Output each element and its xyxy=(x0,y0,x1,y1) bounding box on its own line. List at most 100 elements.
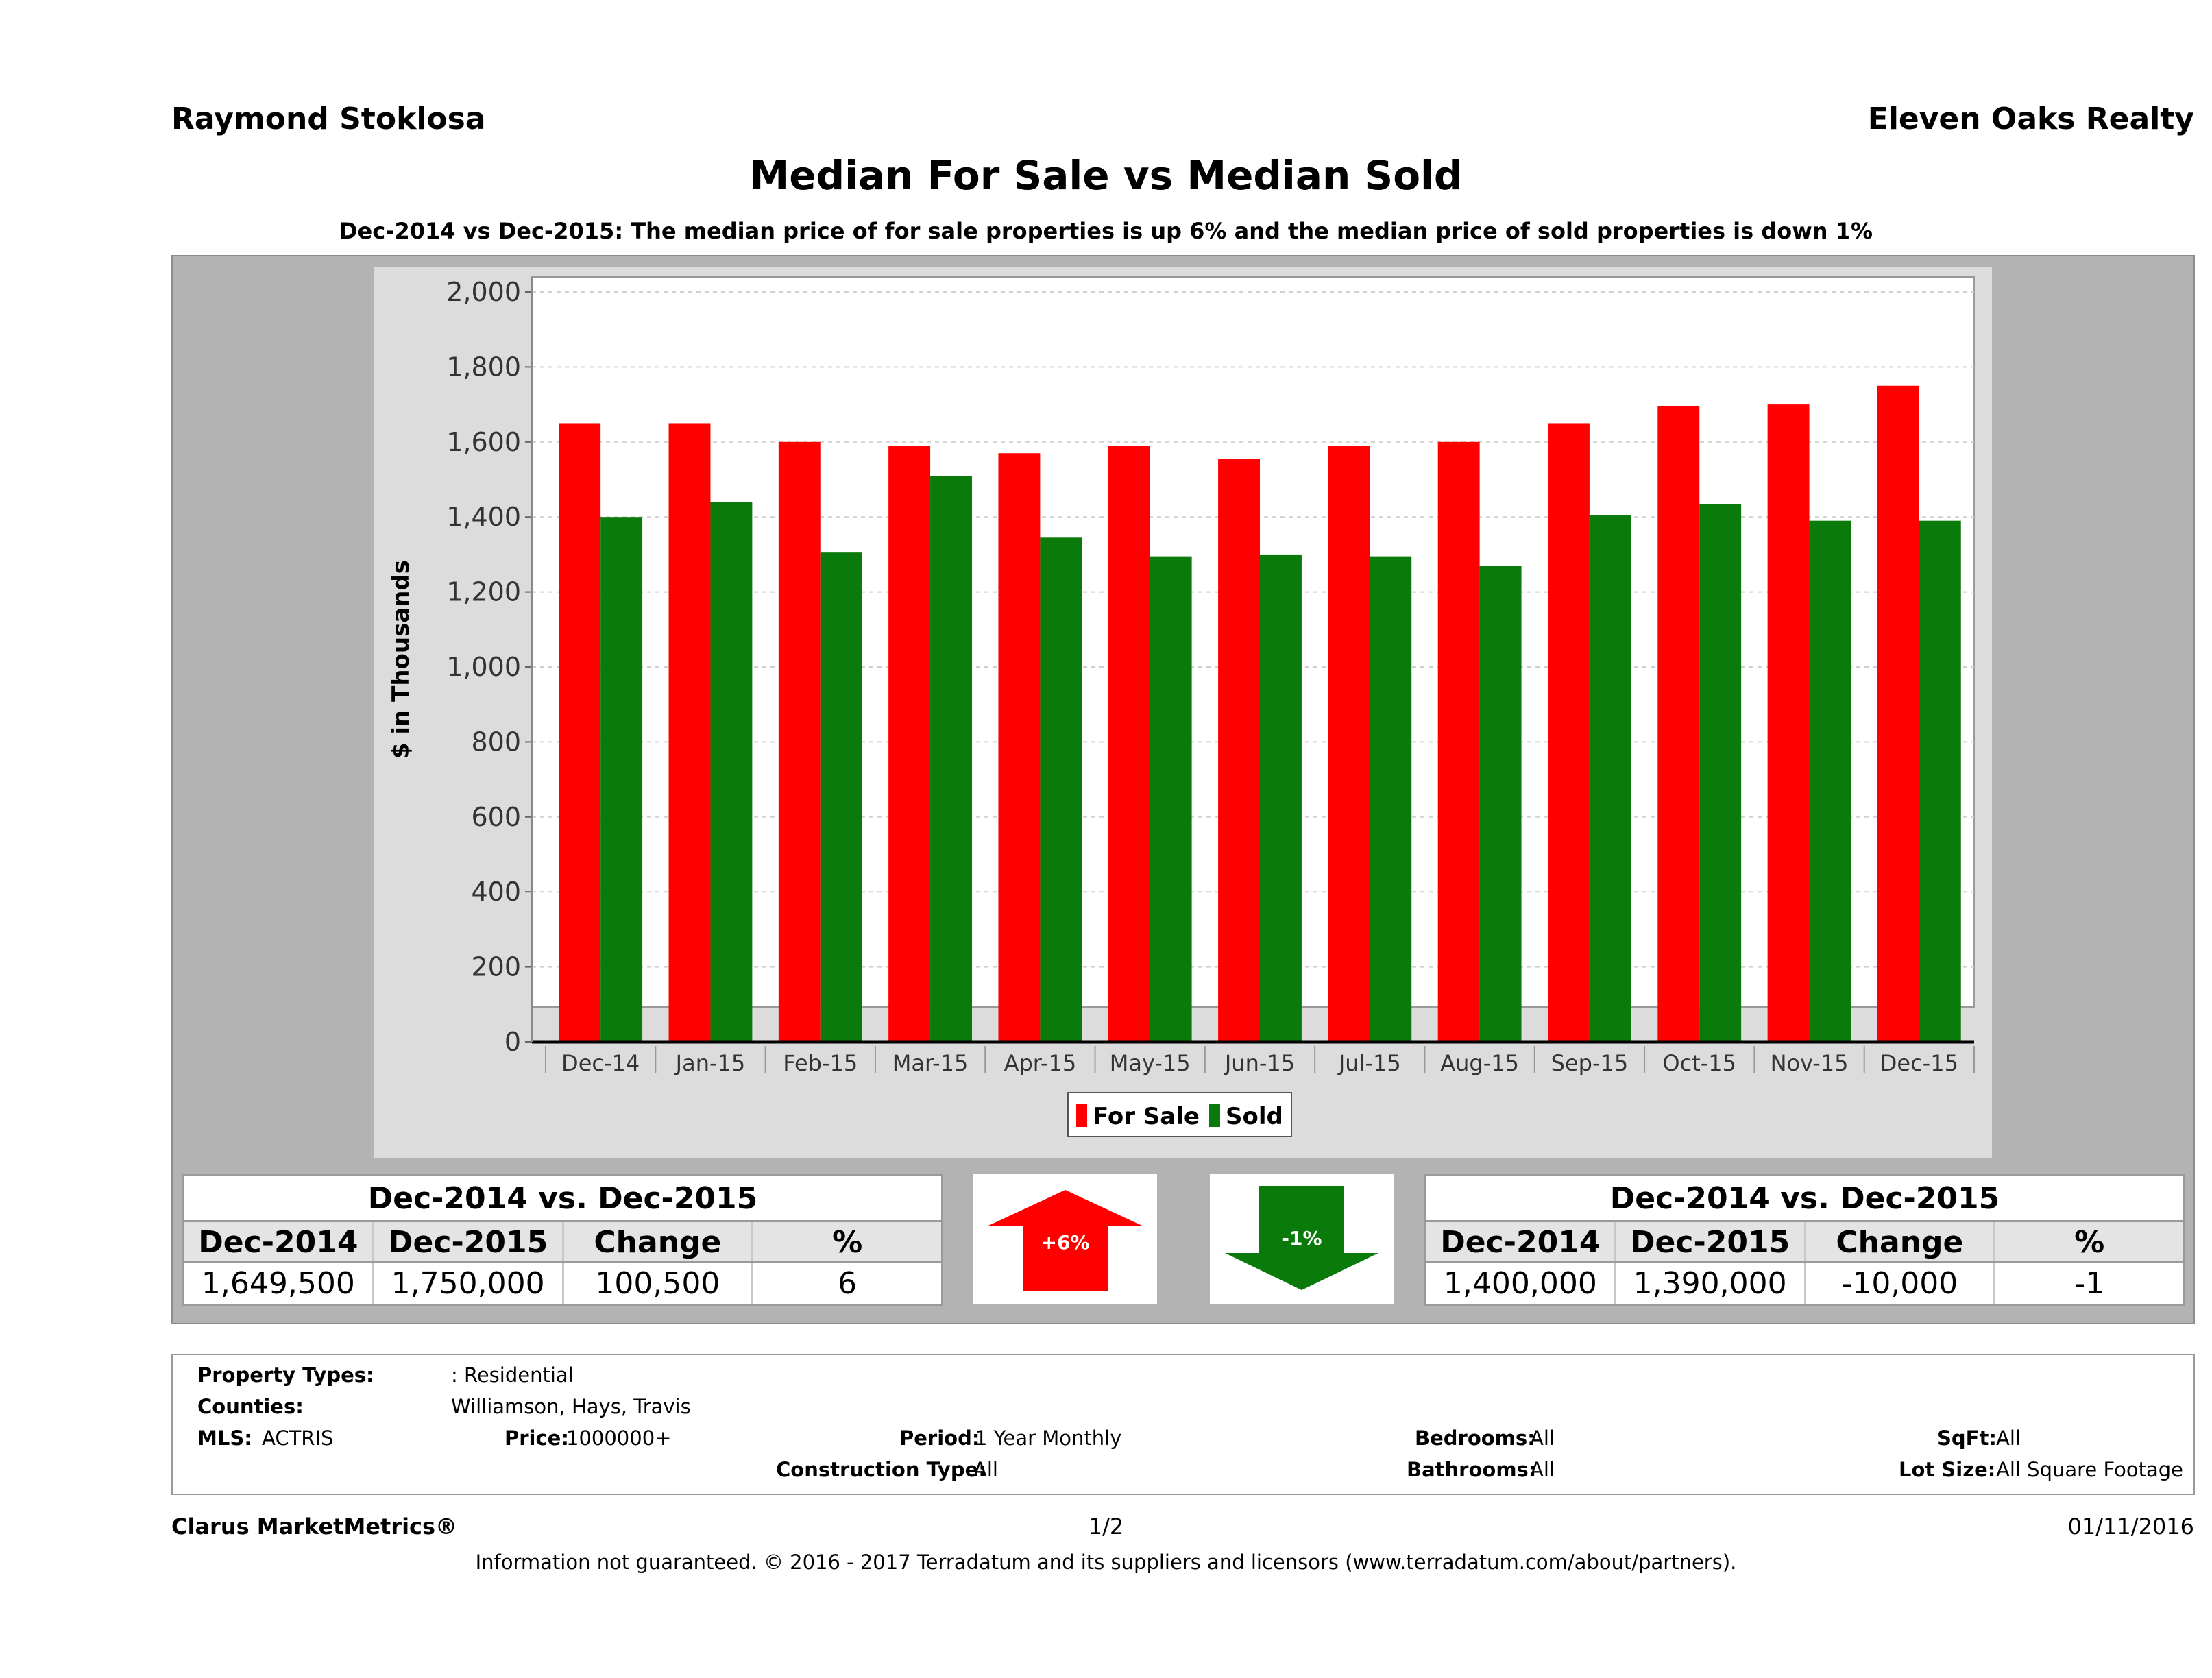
bar-for-sale xyxy=(778,441,821,1042)
header-cell: Change xyxy=(564,1222,754,1261)
value-cell: -1 xyxy=(2074,1266,2105,1301)
footer-brand: Clarus MarketMetrics® xyxy=(171,1513,458,1540)
legend-label-sold: Sold xyxy=(1226,1103,1283,1130)
bar-chart: 0 200 400 600 800 1,000 1,200 1,400 1,600 1,800 2,… xyxy=(387,276,1975,1137)
header-cell: Dec-2015 xyxy=(1616,1222,1806,1261)
up-arrow-badge: +6% xyxy=(973,1174,1157,1304)
y-tick-label: 1,200 xyxy=(446,577,521,607)
bar-sold xyxy=(1809,520,1851,1042)
disclaimer: Information not guaranteed. © 2016 - 201… xyxy=(475,1551,1737,1574)
bars xyxy=(559,385,1961,1042)
table-header-row: Dec-2014 Dec-2015 Change % xyxy=(1426,1222,2183,1263)
bar-for-sale xyxy=(1328,446,1370,1042)
y-tick-label: 200 xyxy=(471,952,521,982)
period-value: 1 Year Monthly xyxy=(975,1426,1122,1450)
mls-label: MLS: xyxy=(197,1426,252,1450)
y-tick-label: 1,600 xyxy=(446,427,521,457)
bar-for-sale xyxy=(559,423,601,1042)
x-tick-label: May-15 xyxy=(1110,1050,1191,1076)
x-tick-label: Dec-15 xyxy=(1880,1050,1958,1076)
header-cell: Dec-2014 xyxy=(1426,1222,1616,1261)
bar-sold xyxy=(1370,556,1412,1042)
bar-for-sale xyxy=(1108,446,1150,1042)
y-axis-label: $ in Thousands xyxy=(387,560,415,759)
bar-for-sale xyxy=(1437,441,1480,1042)
bar-sold xyxy=(710,502,753,1042)
sqft-label: SqFt: xyxy=(1937,1426,1997,1450)
sqft-value: All xyxy=(1996,1426,2021,1450)
page-number: 1/2 xyxy=(1088,1513,1124,1540)
bar-for-sale xyxy=(1218,459,1260,1042)
bar-sold xyxy=(1699,504,1742,1042)
value-cell: -10,000 xyxy=(1806,1263,1996,1304)
y-tick-label: 600 xyxy=(471,802,521,832)
legend: For Sale Sold xyxy=(1067,1092,1292,1137)
value-cell: 1,750,000 xyxy=(374,1263,564,1304)
report-title: Median For Sale vs Median Sold xyxy=(749,152,1463,199)
header-cell: Dec-2015 xyxy=(374,1222,564,1261)
x-tick-label: Dec-14 xyxy=(561,1050,640,1076)
y-tick-label: 1,000 xyxy=(446,652,521,682)
bar-sold xyxy=(820,552,862,1042)
table-title: Dec-2014 vs. Dec-2015 xyxy=(184,1176,941,1222)
up-arrow-icon: +6% xyxy=(988,1190,1142,1291)
value-cell: 6 xyxy=(838,1266,858,1301)
legend-label-for-sale: For Sale xyxy=(1093,1103,1200,1130)
header-cell: % xyxy=(832,1225,863,1260)
bar-sold xyxy=(1479,566,1522,1042)
value-cell: 1,400,000 xyxy=(1426,1263,1616,1304)
bar-for-sale xyxy=(668,423,711,1042)
lot-size-label: Lot Size: xyxy=(1899,1458,1996,1481)
bar-for-sale xyxy=(1657,406,1700,1042)
lot-size-value: All Square Footage xyxy=(1996,1458,2184,1481)
x-tick-label: Jun-15 xyxy=(1224,1050,1295,1076)
bar-sold xyxy=(1150,556,1192,1042)
table-row: 1,649,500 1,750,000 100,500 6 xyxy=(184,1263,941,1304)
criteria-box: Property Types: : Residential Counties: … xyxy=(171,1354,2195,1495)
construction-type-value: All xyxy=(973,1458,998,1481)
bar-sold xyxy=(1919,520,1961,1042)
down-percent-label: -1% xyxy=(1281,1227,1322,1250)
bar-sold xyxy=(1040,537,1082,1042)
value-cell: 1,649,500 xyxy=(184,1263,374,1304)
x-tick-label: Apr-15 xyxy=(1004,1050,1077,1076)
legend-box xyxy=(1067,1092,1292,1137)
table-header-row: Dec-2014 Dec-2015 Change % xyxy=(184,1222,941,1263)
x-tick-label: Nov-15 xyxy=(1771,1050,1849,1076)
bar-sold xyxy=(600,517,643,1042)
bar-sold xyxy=(1260,554,1302,1042)
y-tick-label: 1,400 xyxy=(446,502,521,532)
y-tick-label: 2,000 xyxy=(446,277,521,307)
period-label: Period: xyxy=(899,1426,980,1450)
x-tick-label: Sep-15 xyxy=(1551,1050,1629,1076)
bar-for-sale xyxy=(888,446,931,1042)
table-title: Dec-2014 vs. Dec-2015 xyxy=(1426,1176,2183,1222)
company-name: Eleven Oaks Realty xyxy=(1867,101,2194,136)
up-percent-label: +6% xyxy=(1041,1231,1090,1254)
sold-comparison-table: Dec-2014 vs. Dec-2015 Dec-2014 Dec-2015 … xyxy=(1424,1174,2185,1306)
bar-sold xyxy=(1589,515,1631,1042)
down-arrow-badge: -1% xyxy=(1210,1174,1394,1304)
report-subtitle: Dec-2014 vs Dec-2015: The median price o… xyxy=(339,218,1873,244)
report-date: 01/11/2016 xyxy=(2067,1513,2194,1540)
property-types-value: : Residential xyxy=(451,1363,574,1387)
table-row: 1,400,000 1,390,000 -10,000 -1 xyxy=(1426,1263,2183,1304)
property-types-label: Property Types: xyxy=(197,1363,374,1387)
x-tick-label: Aug-15 xyxy=(1440,1050,1519,1076)
x-tick-label: Jan-15 xyxy=(674,1050,746,1076)
legend-swatch-for-sale xyxy=(1076,1104,1087,1127)
x-axis-ticks: Dec-14 Jan-15 Feb-15 Mar-15 Apr-15 May-15 Jun-… xyxy=(545,1046,1975,1076)
bathrooms-value: All xyxy=(1530,1458,1555,1481)
value-cell: 1,390,000 xyxy=(1616,1263,1806,1304)
header-cell: Dec-2014 xyxy=(184,1222,374,1261)
counties-label: Counties: xyxy=(197,1395,304,1418)
bathrooms-label: Bathrooms: xyxy=(1407,1458,1537,1481)
mls-value: ACTRIS xyxy=(262,1426,334,1450)
y-tick-label: 800 xyxy=(471,727,521,757)
agent-name: Raymond Stoklosa xyxy=(171,101,486,136)
price-value: 1000000+ xyxy=(566,1426,672,1450)
down-arrow-icon: -1% xyxy=(1225,1186,1378,1290)
price-label: Price: xyxy=(505,1426,569,1450)
header-cell: % xyxy=(2074,1225,2105,1260)
bedrooms-label: Bedrooms: xyxy=(1415,1426,1535,1450)
